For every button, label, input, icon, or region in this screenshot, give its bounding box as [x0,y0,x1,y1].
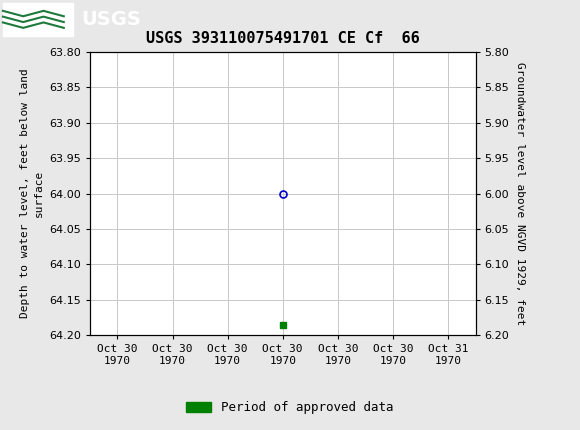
Y-axis label: Depth to water level, feet below land
surface: Depth to water level, feet below land su… [20,69,44,318]
Legend: Period of approved data: Period of approved data [181,396,399,419]
Text: USGS: USGS [81,10,141,29]
FancyBboxPatch shape [3,3,72,36]
Title: USGS 393110075491701 CE Cf  66: USGS 393110075491701 CE Cf 66 [146,31,419,46]
Y-axis label: Groundwater level above NGVD 1929, feet: Groundwater level above NGVD 1929, feet [515,62,525,325]
